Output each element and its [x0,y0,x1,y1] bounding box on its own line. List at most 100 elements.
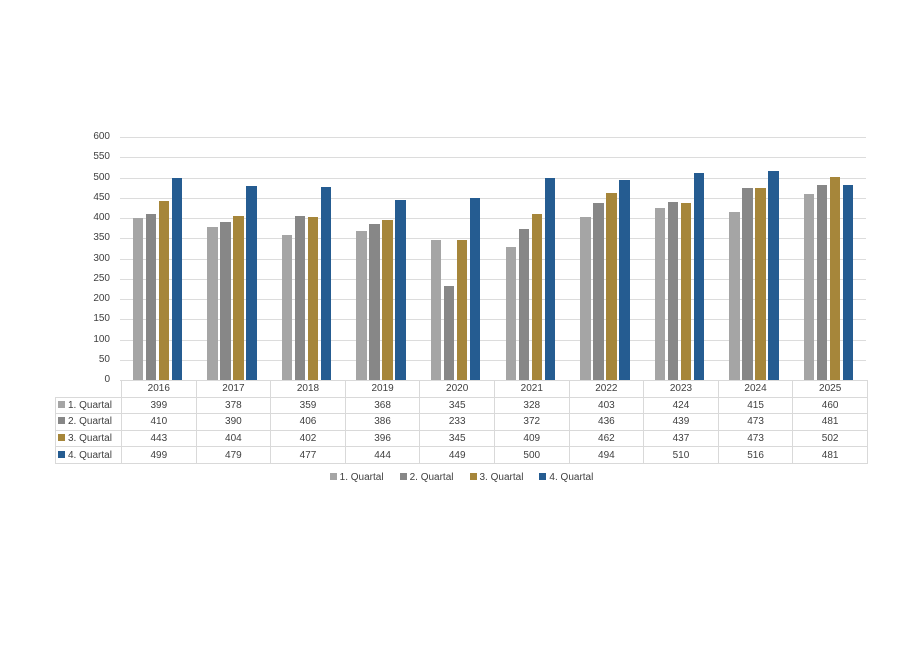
y-tick-label: 250 [93,272,110,284]
bar-2016-q4 [171,177,183,380]
table-cell: 437 [643,429,719,448]
legend-item: 3. Quartal [469,472,523,483]
table-cell: 477 [270,446,346,464]
table-cell: 372 [493,413,570,431]
table-row: 2. Quartal 410 390 406 386 233 372 436 439 473 481 [55,413,868,431]
bar-2017-q4 [246,186,257,380]
gridline [120,197,866,199]
table-cell: 328 [493,396,570,415]
table-cell: 473 [717,429,794,448]
bar-2020-q3 [456,240,468,380]
bar-2016-q2 [145,213,157,380]
bar-2021-q4 [544,177,556,380]
gridline [120,177,866,179]
y-tick-label: 200 [93,293,110,304]
y-tick-label: 400 [93,212,110,223]
bar-2025-q2 [816,185,828,380]
table-cell: 499 [121,446,197,464]
gridline [120,299,866,300]
table-row: 1. Quartal 399 378 359 368 345 328 403 424 415 460 [55,396,868,415]
table-corner [55,380,122,398]
bar-2020-q2 [443,285,455,380]
bar-2021-q2 [518,229,530,380]
legend-swatch-icon [329,473,337,480]
table-cell: 402 [270,429,346,448]
bar-2025-q3 [829,176,841,380]
y-tick-label: 300 [93,252,110,264]
bar-2023-q2 [667,202,679,380]
table-header-year: 2025 [792,380,868,398]
legend-label: 2. Quartal [409,472,454,483]
bar-2016-q1 [132,218,144,380]
bar-2018-q1 [281,234,293,380]
table-cell: 410 [121,413,197,431]
legend-swatch-icon [469,473,477,480]
gridline [120,137,866,138]
table-cell: 345 [419,396,495,415]
table-row-label: 2. Quartal [55,413,122,431]
bar-2025-q1 [803,193,815,380]
table-cell: 424 [643,396,719,415]
table-row-label: 1. Quartal [55,396,122,415]
bar-2019-q3 [382,219,393,380]
table-header-year: 2024 [717,380,794,398]
y-tick-label: 500 [93,171,110,183]
gridline [120,339,866,341]
bar-2024-q1 [729,211,740,380]
plot-area [120,137,866,380]
table-cell: 403 [568,396,645,415]
legend: 1. Quartal 2. Quartal 3. Quartal 4. Quartal [0,472,923,483]
table-cell: 449 [419,446,495,464]
bar-2021-q1 [505,247,517,380]
legend-item: 4. Quartal [539,472,593,483]
legend-key-icon [58,417,65,425]
table-cell: 399 [121,396,197,415]
table-cell: 462 [568,429,645,448]
legend-key-icon [58,434,65,442]
table-cell: 415 [717,396,794,415]
bar-2019-q2 [369,223,380,380]
gridline [120,319,866,321]
table-cell: 439 [643,413,719,431]
bar-2016-q3 [158,200,170,380]
y-tick-label: 450 [93,191,110,203]
bar-2023-q1 [654,208,666,380]
bar-2020-q4 [469,198,481,380]
bar-2024-q2 [742,188,753,380]
table-cell: 359 [270,396,346,415]
table-cell: 502 [792,429,868,448]
bar-2024-q4 [768,171,779,380]
table-cell: 444 [344,446,421,464]
table-cell: 516 [717,446,794,464]
table-cell: 460 [792,396,868,415]
y-tick-label: 550 [93,151,110,163]
table-cell: 409 [493,429,570,448]
bar-2020-q1 [430,240,442,380]
table-cell: 368 [344,396,421,415]
bar-2019-q4 [395,200,406,380]
bar-2023-q4 [693,173,705,380]
table-cell: 510 [643,446,719,464]
table-cell: 396 [344,429,421,448]
legend-swatch-icon [539,473,547,480]
bar-2022-q4 [619,179,630,380]
legend-label: 1. Quartal [339,472,384,483]
table-cell: 473 [717,413,794,431]
table-cell: 494 [568,446,645,464]
table-cell: 390 [195,413,272,431]
table-header-year: 2019 [344,380,421,398]
bar-2018-q2 [294,215,306,380]
table-row-label: 3. Quartal [55,429,122,448]
table-cell: 481 [792,413,868,431]
y-tick-label: 600 [93,131,110,142]
gridline [120,258,866,260]
bar-2017-q3 [233,216,244,380]
table-header-year: 2016 [121,380,197,398]
table-header-year: 2018 [270,380,346,398]
legend-swatch-icon [399,473,407,480]
table-cell: 481 [792,446,868,464]
bar-2024-q3 [755,188,766,380]
bar-2021-q3 [531,214,543,380]
table-header-year: 2020 [419,380,495,398]
